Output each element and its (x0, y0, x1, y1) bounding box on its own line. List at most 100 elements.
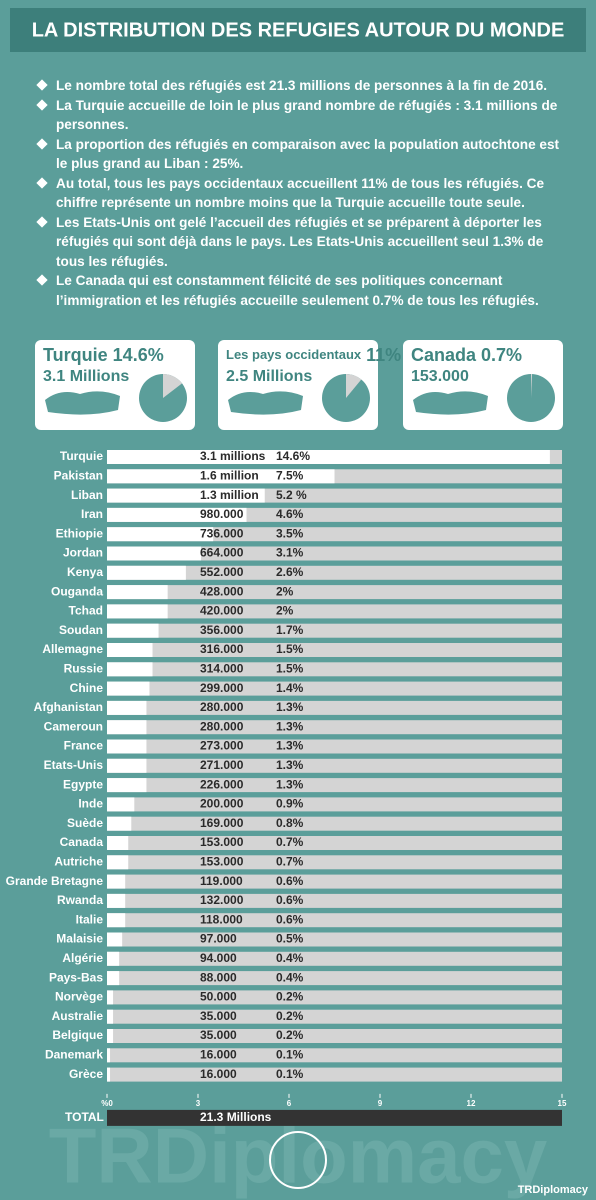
category-label: Afghanistan (34, 700, 103, 714)
logo (269, 1131, 327, 1189)
bar (107, 913, 126, 928)
category-label: Egypte (63, 777, 103, 791)
bar (107, 1029, 114, 1043)
count-label: 1.3 million (200, 488, 259, 502)
card-share: 14.6% (113, 345, 164, 365)
category-label: Etats-Unis (44, 758, 104, 772)
value-label: 1.3% (276, 719, 304, 733)
bar-track (107, 585, 562, 600)
bar (107, 932, 123, 947)
x-tick-label: 3 (196, 1099, 201, 1108)
count-label: 169.000 (200, 816, 244, 830)
value-label: 0.6% (276, 874, 304, 888)
value-label: 0.7% (276, 854, 304, 868)
card-count: 2.5 Millions (226, 368, 312, 385)
bullet: Les Etats-Unis ont gelé l’accueil des ré… (36, 213, 566, 272)
card-name: Turquie (43, 345, 108, 365)
category-label: Italie (76, 912, 104, 926)
total-value: 21.3 Millions (200, 1110, 272, 1124)
bar (107, 700, 147, 715)
value-label: 0.7% (276, 835, 304, 849)
bar-track (107, 893, 562, 908)
bar (107, 720, 147, 735)
bar-track (107, 546, 562, 561)
count-label: 50.000 (200, 990, 237, 1004)
card-share: 11% (366, 345, 401, 365)
category-label: Canada (60, 835, 104, 849)
value-label: 3.1% (276, 546, 304, 560)
bar (107, 855, 129, 870)
count-label: 271.000 (200, 758, 244, 772)
value-label: 1.5% (276, 661, 304, 675)
bar-track (107, 643, 562, 657)
map-icon (45, 391, 120, 415)
bar (107, 604, 168, 619)
count-label: 664.000 (200, 546, 244, 560)
category-label: Grande Bretagne (6, 874, 104, 888)
category-label: Turquie (60, 449, 103, 463)
bar-track (107, 913, 562, 928)
bar-track (107, 932, 562, 947)
value-label: 1.4% (276, 681, 304, 695)
bar-track (107, 662, 562, 677)
count-label: 35.000 (200, 1028, 237, 1042)
value-label: 0.1% (276, 1067, 304, 1081)
bar-track (107, 681, 562, 696)
category-label: Australie (52, 1009, 104, 1023)
value-label: 2.6% (276, 565, 304, 579)
count-label: 16.000 (200, 1067, 237, 1081)
category-label: Rwanda (57, 893, 103, 907)
count-label: 94.000 (200, 951, 237, 965)
count-label: 200.000 (200, 797, 244, 811)
value-label: 0.1% (276, 1047, 304, 1061)
bar-track (107, 1067, 562, 1082)
value-label: 3.5% (276, 526, 304, 540)
category-label: Inde (78, 797, 103, 811)
bar-track (107, 855, 562, 870)
card-name: Canada (411, 345, 477, 365)
bar (107, 874, 126, 889)
category-label: Danemark (45, 1047, 103, 1061)
bar-track (107, 990, 562, 1005)
bar-track (107, 604, 562, 619)
value-label: 0.2% (276, 1009, 304, 1023)
title: LA DISTRIBUTION DES REFUGIES AUTOUR DU M… (32, 19, 565, 41)
count-label: 280.000 (200, 700, 244, 714)
category-label: Jordan (63, 546, 103, 560)
pie-slice (531, 374, 533, 398)
count-label: 736.000 (200, 526, 244, 540)
category-label: Grèce (69, 1067, 103, 1081)
category-label: Allemagne (42, 642, 103, 656)
total-bar (107, 1109, 562, 1126)
count-label: 316.000 (200, 642, 244, 656)
bar-track (107, 720, 562, 735)
bar-track (107, 797, 562, 812)
bar-track (107, 816, 562, 831)
category-label: Ouganda (51, 584, 103, 598)
card-title: Les pays occidentaux 11% (226, 345, 401, 365)
count-label: 280.000 (200, 719, 244, 733)
bullet: Le nombre total des réfugiés est 21.3 mi… (36, 76, 566, 96)
bar (107, 739, 147, 754)
value-label: 1.7% (276, 623, 304, 637)
card-count: 3.1 Millions (43, 368, 129, 385)
category-label: Liban (71, 488, 103, 502)
count-label: 3.1 millions (200, 449, 266, 463)
pie-slice (346, 374, 362, 398)
count-label: 1.6 million (200, 468, 259, 482)
count-label: 35.000 (200, 1009, 237, 1023)
category-label: Pays-Bas (49, 970, 103, 984)
bar (107, 450, 550, 464)
bar (107, 1067, 111, 1082)
category-label: Iran (81, 507, 103, 521)
bar-track (107, 874, 562, 889)
x-tick-label: 12 (467, 1099, 476, 1108)
category-label: Malaisie (56, 932, 103, 946)
value-label: 2% (276, 584, 294, 598)
card-share: 0.7% (481, 345, 522, 365)
bar (107, 488, 265, 503)
category-label: Suède (67, 816, 103, 830)
count-label: 153.000 (200, 835, 244, 849)
